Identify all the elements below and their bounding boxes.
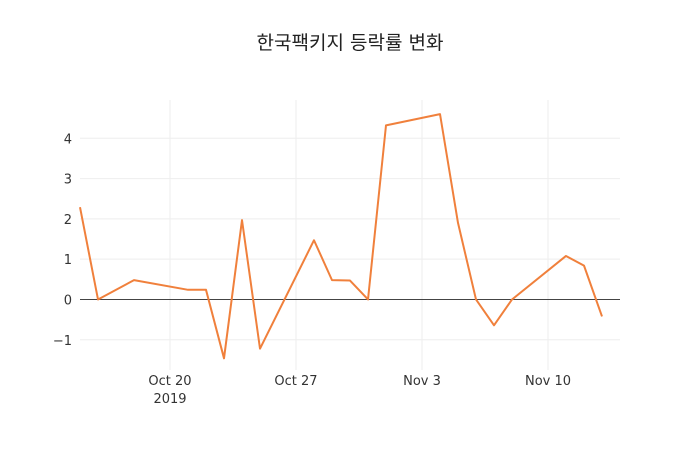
x-tick-year-label: 2019 [153, 392, 186, 407]
y-tick-label: 1 [64, 253, 72, 268]
data-point [259, 348, 261, 350]
data-point [205, 289, 207, 291]
y-tick-label: 2 [64, 213, 72, 228]
data-point [583, 265, 585, 267]
data-point [313, 239, 315, 241]
data-point [241, 219, 243, 221]
data-point [475, 298, 477, 300]
series-line [79, 113, 603, 360]
data-point [79, 206, 81, 208]
data-point [385, 124, 387, 126]
data-point [601, 315, 603, 317]
series-layer [79, 113, 603, 360]
y-tick-label: 0 [64, 293, 72, 308]
data-point [367, 298, 369, 300]
chart-title: 한국팩키지 등락률 변화 [257, 32, 444, 54]
data-point [223, 357, 225, 359]
data-point [457, 222, 459, 224]
x-tick-label: Oct 27 [274, 374, 317, 389]
grid-layer [80, 100, 620, 370]
data-point [187, 289, 189, 291]
x-tick-label: Nov 10 [525, 374, 571, 389]
data-point [97, 298, 99, 300]
data-point [511, 298, 513, 300]
data-point [133, 279, 135, 281]
data-point [439, 113, 441, 115]
data-point [349, 280, 351, 282]
y-tick-label: −1 [53, 334, 72, 349]
x-tick-label: Nov 3 [403, 374, 441, 389]
axis-layer: −1 0 1 2 3 4 Oct 20 2019 Oct 27 Nov 3 Nov 10 [53, 132, 620, 407]
y-tick-label: 3 [64, 173, 72, 188]
y-tick-label: 4 [64, 132, 72, 147]
data-point [565, 255, 567, 257]
data-point [493, 324, 495, 326]
data-point [331, 279, 333, 281]
x-tick-label: Oct 20 [148, 374, 191, 389]
